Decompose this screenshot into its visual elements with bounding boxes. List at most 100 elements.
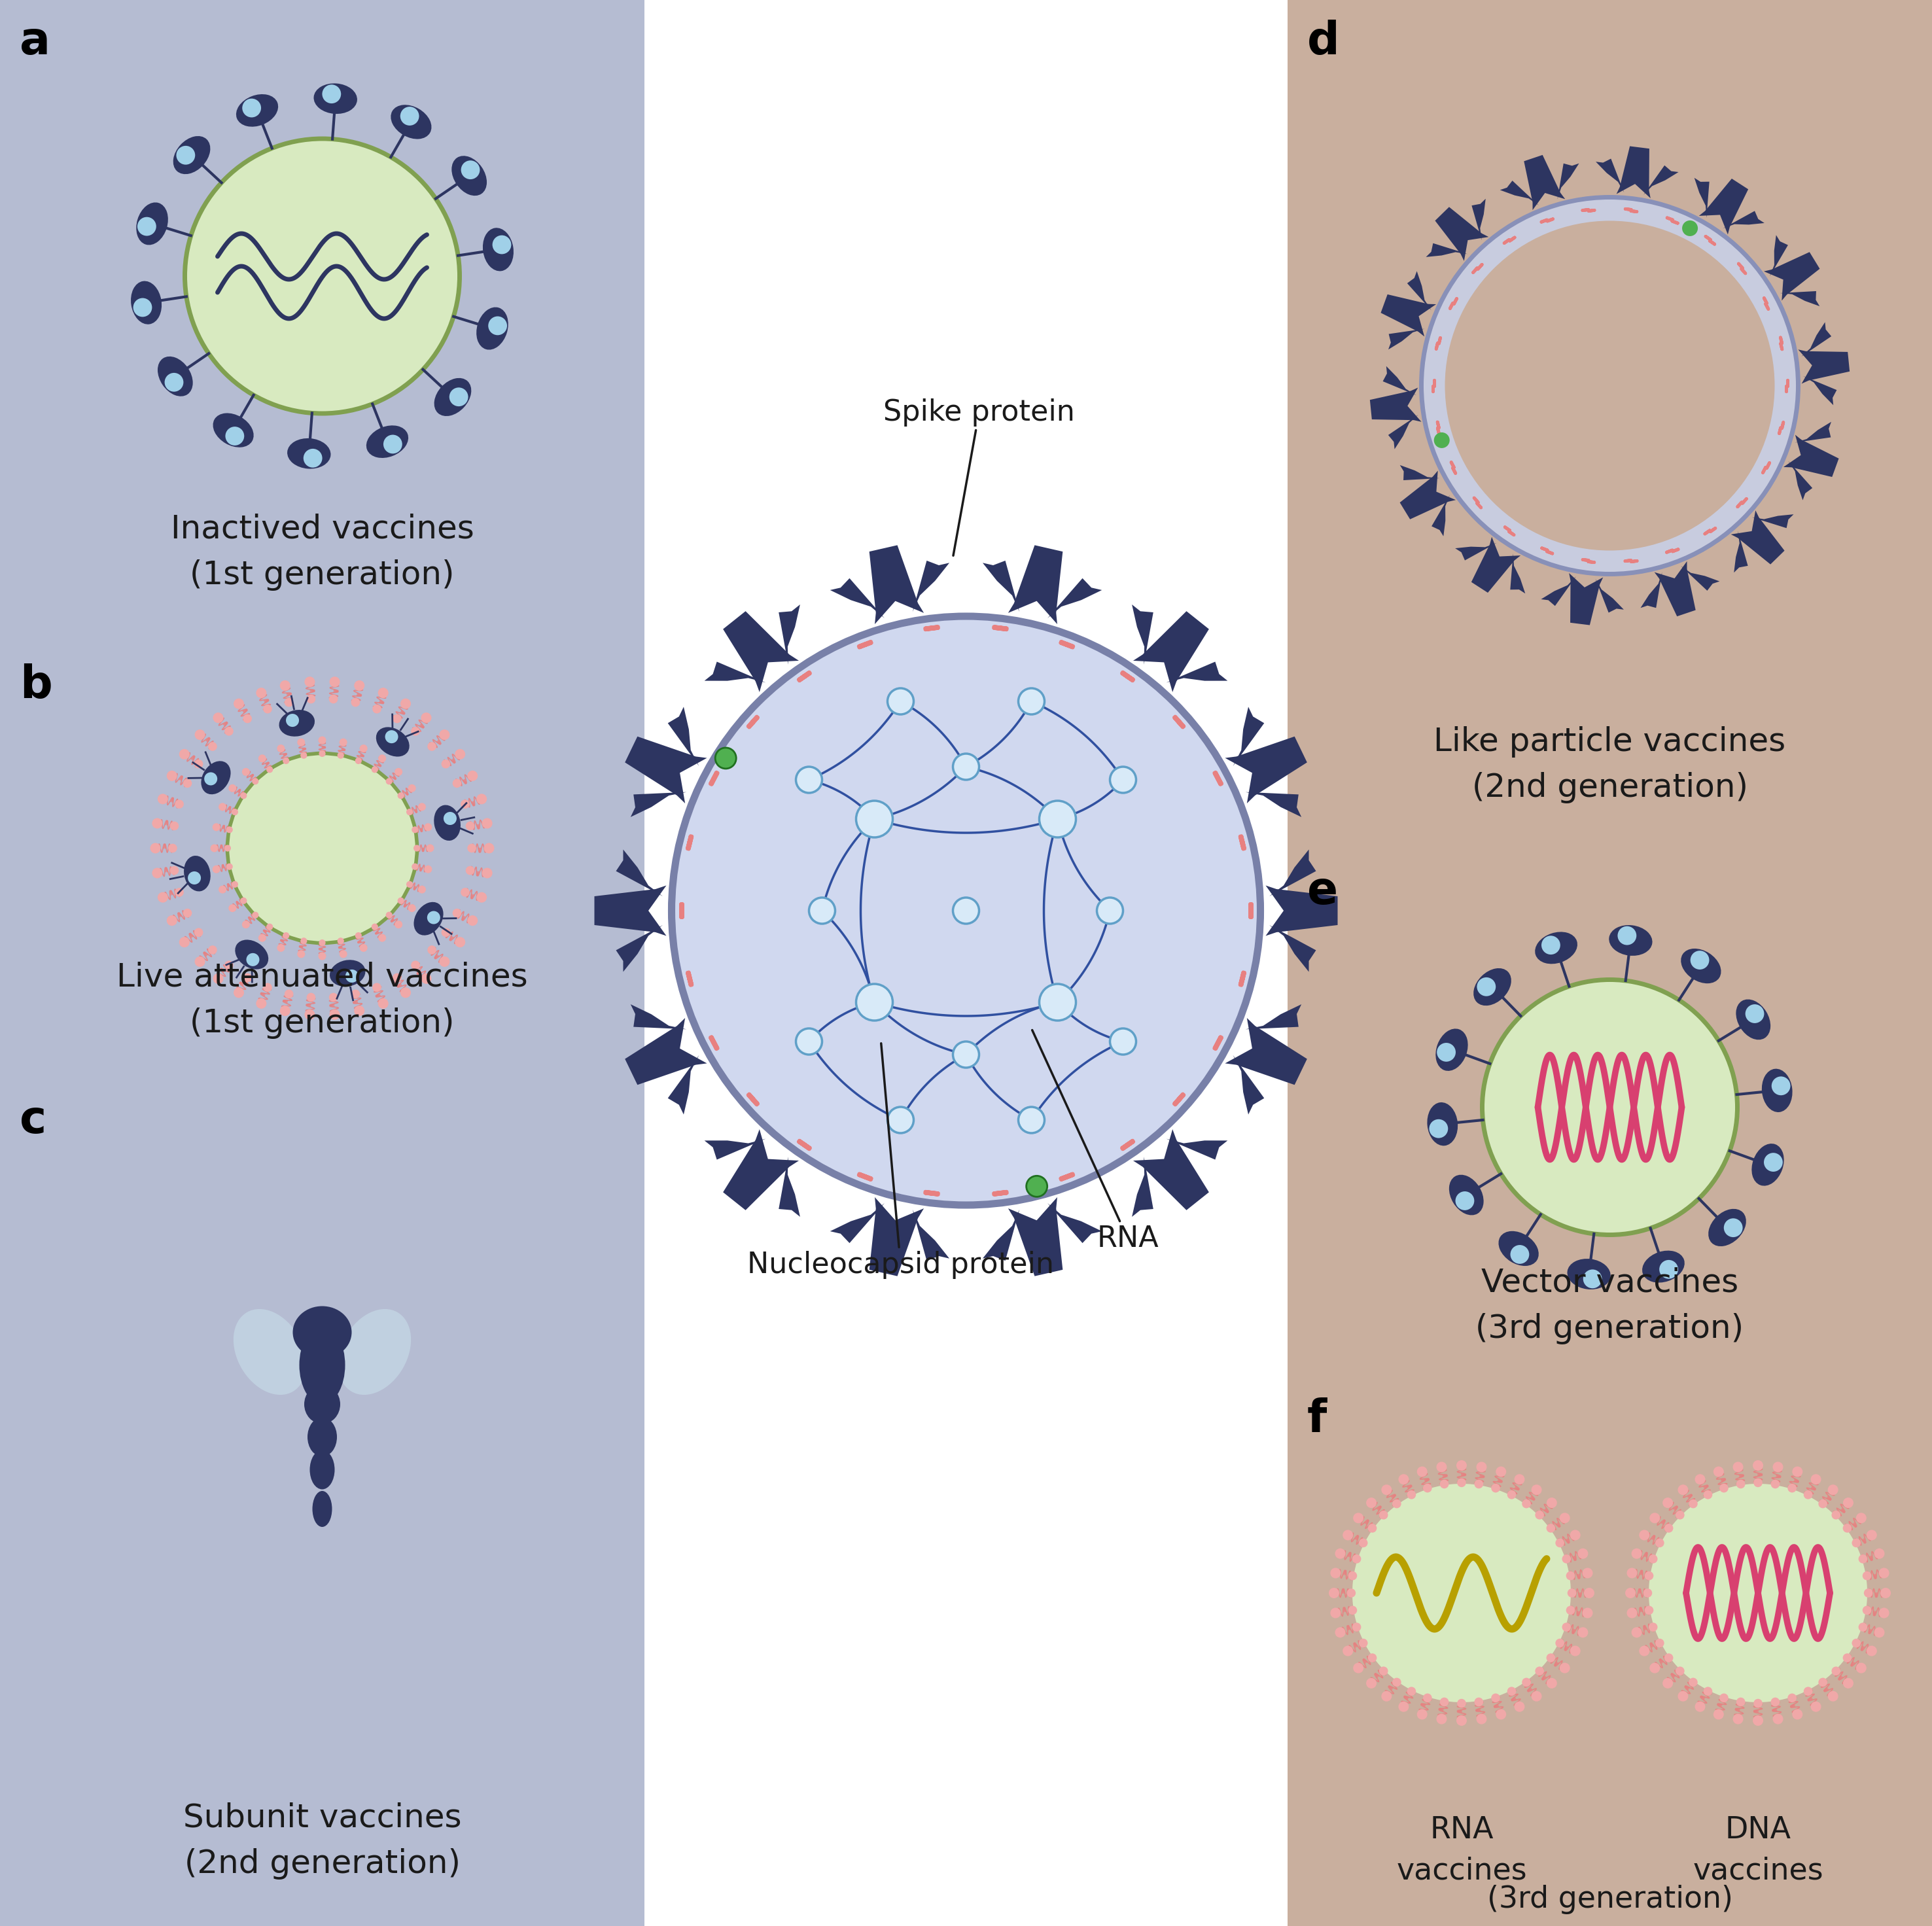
Circle shape (1567, 1589, 1577, 1597)
Text: DNA
vaccines: DNA vaccines (1692, 1816, 1824, 1886)
Circle shape (1864, 1589, 1872, 1597)
Circle shape (373, 705, 381, 713)
Circle shape (1111, 1028, 1136, 1055)
Text: Subunit vaccines
(2nd generation): Subunit vaccines (2nd generation) (184, 1803, 462, 1880)
Circle shape (1832, 1666, 1841, 1676)
Circle shape (176, 146, 195, 164)
Text: e: e (1308, 869, 1339, 913)
Circle shape (305, 1009, 315, 1019)
Circle shape (1439, 1697, 1449, 1706)
Circle shape (454, 749, 466, 759)
Polygon shape (668, 707, 699, 767)
Circle shape (218, 886, 226, 894)
Text: Nucleocapsid protein: Nucleocapsid protein (748, 1044, 1055, 1279)
Circle shape (1352, 1483, 1571, 1703)
Circle shape (1772, 1697, 1779, 1706)
Circle shape (184, 778, 191, 788)
Circle shape (133, 299, 153, 318)
Circle shape (176, 799, 184, 809)
Circle shape (1343, 1645, 1352, 1656)
Circle shape (1584, 1587, 1594, 1599)
Circle shape (276, 745, 284, 753)
Circle shape (460, 799, 469, 809)
Circle shape (1352, 1662, 1364, 1674)
Circle shape (1437, 1042, 1455, 1061)
Circle shape (1366, 1678, 1378, 1689)
Circle shape (158, 892, 168, 903)
Circle shape (338, 938, 344, 944)
Circle shape (427, 911, 440, 924)
Circle shape (468, 770, 477, 782)
Circle shape (1406, 1491, 1416, 1498)
Circle shape (354, 680, 365, 691)
Circle shape (1474, 1479, 1484, 1489)
Circle shape (1683, 220, 1698, 237)
Circle shape (232, 880, 238, 888)
Circle shape (1880, 1587, 1891, 1599)
Circle shape (1457, 1460, 1466, 1471)
Circle shape (379, 688, 388, 697)
Circle shape (1663, 1653, 1673, 1662)
Circle shape (796, 767, 821, 794)
Circle shape (371, 923, 379, 930)
Polygon shape (1511, 553, 1524, 593)
Polygon shape (831, 1204, 885, 1242)
Circle shape (355, 757, 361, 765)
Ellipse shape (299, 1325, 346, 1404)
Circle shape (1689, 1678, 1698, 1687)
Circle shape (1457, 1479, 1466, 1487)
Circle shape (408, 784, 415, 792)
Circle shape (383, 435, 402, 455)
Ellipse shape (307, 1418, 336, 1456)
Circle shape (1878, 1608, 1889, 1618)
Circle shape (213, 973, 224, 984)
Ellipse shape (1609, 926, 1652, 955)
Circle shape (1335, 1549, 1345, 1558)
Circle shape (328, 994, 338, 1002)
Circle shape (421, 713, 431, 722)
Circle shape (257, 688, 267, 697)
Ellipse shape (238, 94, 278, 125)
Circle shape (228, 753, 417, 944)
Circle shape (427, 844, 435, 851)
Circle shape (796, 1028, 821, 1055)
Circle shape (319, 951, 327, 959)
Circle shape (1422, 196, 1799, 574)
Text: Vector vaccines
(3rd generation): Vector vaccines (3rd generation) (1476, 1267, 1745, 1344)
Polygon shape (1225, 736, 1308, 803)
Circle shape (1627, 1608, 1636, 1618)
Circle shape (1719, 1693, 1729, 1703)
Ellipse shape (214, 414, 253, 447)
Circle shape (1689, 1498, 1698, 1508)
Text: d: d (1308, 19, 1339, 64)
Ellipse shape (330, 959, 365, 986)
Circle shape (1752, 1460, 1764, 1471)
Circle shape (1853, 1539, 1861, 1547)
Circle shape (1578, 1627, 1588, 1637)
Circle shape (307, 994, 315, 1002)
Circle shape (1627, 1568, 1636, 1577)
Circle shape (243, 973, 251, 982)
Circle shape (1331, 1568, 1341, 1577)
Circle shape (1818, 1498, 1828, 1508)
Circle shape (158, 794, 168, 805)
Circle shape (234, 988, 243, 998)
Polygon shape (705, 663, 765, 682)
Bar (1287, 849, 1932, 1377)
Ellipse shape (313, 1491, 332, 1527)
Circle shape (1424, 1483, 1432, 1493)
Circle shape (394, 768, 402, 776)
Circle shape (1862, 1572, 1872, 1579)
Circle shape (1393, 1498, 1401, 1508)
Circle shape (1492, 1693, 1499, 1703)
Circle shape (298, 738, 305, 745)
Circle shape (386, 911, 392, 919)
Ellipse shape (131, 281, 160, 324)
Polygon shape (1406, 272, 1432, 310)
Circle shape (1393, 1678, 1401, 1687)
Circle shape (1039, 801, 1076, 838)
Circle shape (137, 218, 156, 235)
Circle shape (1859, 1622, 1868, 1631)
Circle shape (493, 235, 512, 254)
Polygon shape (1617, 146, 1650, 198)
